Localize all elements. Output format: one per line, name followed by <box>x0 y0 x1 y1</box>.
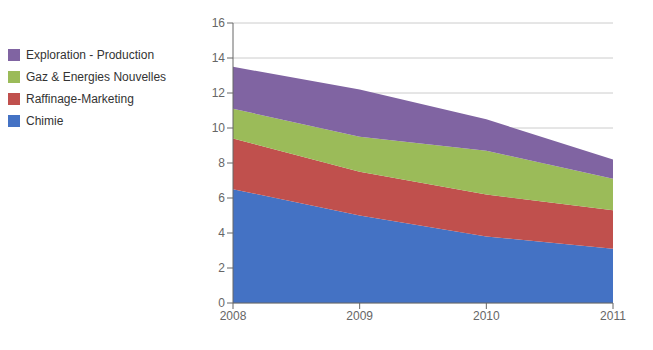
svg-text:2010: 2010 <box>473 309 500 323</box>
svg-text:14: 14 <box>212 51 226 65</box>
svg-text:0: 0 <box>218 296 225 310</box>
html-text:Gaz & Energies Nouvelles: Gaz & Energies Nouvelles <box>26 70 167 84</box>
svg-text:12: 12 <box>212 86 226 100</box>
html-text:Chimie: Chimie <box>26 114 64 128</box>
html-text:Exploration - Production: Exploration - Production <box>26 48 155 62</box>
svg-text:2: 2 <box>218 261 225 275</box>
svg-text:8: 8 <box>218 156 225 170</box>
html-text:Raffinage-Marketing: Raffinage-Marketing <box>26 92 134 106</box>
svg-text:10: 10 <box>212 121 226 135</box>
svg-text:2009: 2009 <box>346 309 373 323</box>
svg-text:6: 6 <box>218 191 225 205</box>
svg-text:2011: 2011 <box>600 309 626 323</box>
svg-text:4: 4 <box>218 226 225 240</box>
svg-text:2008: 2008 <box>220 309 247 323</box>
svg-text:16: 16 <box>212 16 226 30</box>
